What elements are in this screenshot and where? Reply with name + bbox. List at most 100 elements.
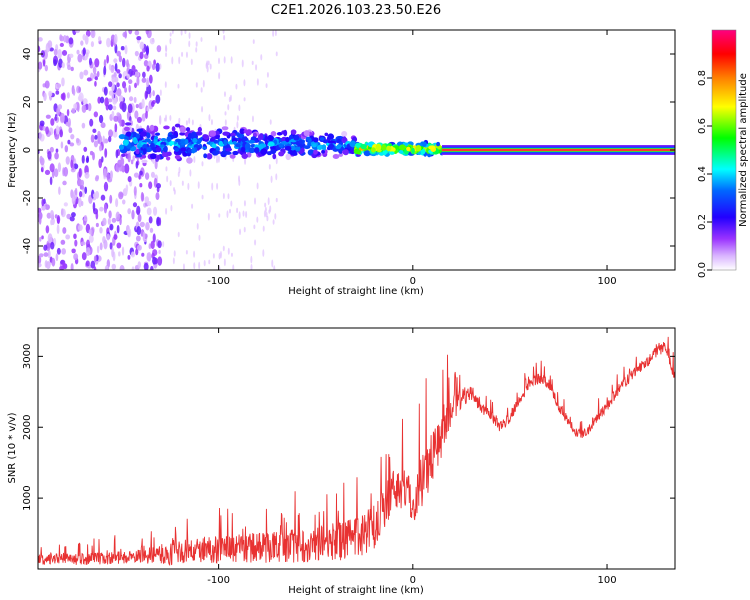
band-blob xyxy=(303,145,311,150)
band-blob xyxy=(420,148,426,155)
noise-blob xyxy=(207,60,210,66)
band-blob xyxy=(130,142,135,147)
noise-blob xyxy=(113,58,118,64)
noise-blob xyxy=(158,115,162,125)
noise-blob xyxy=(127,152,131,163)
band-blob xyxy=(272,153,277,160)
band-blob xyxy=(349,140,357,148)
noise-blob xyxy=(115,198,119,208)
band-blob xyxy=(215,134,220,140)
noise-blob xyxy=(135,248,139,256)
noise-blob xyxy=(70,159,74,169)
noise-blob xyxy=(251,60,254,66)
band-blob xyxy=(267,141,275,147)
noise-blob xyxy=(142,71,146,78)
noise-blob xyxy=(243,79,246,87)
band-blob xyxy=(316,144,323,150)
noise-blob xyxy=(202,79,205,88)
band-blob xyxy=(270,131,277,137)
noise-blob xyxy=(153,257,158,265)
noise-blob xyxy=(188,32,191,39)
band-blob xyxy=(370,147,376,153)
noise-blob xyxy=(119,265,125,270)
noise-blob xyxy=(236,115,239,122)
band-blob xyxy=(269,135,274,141)
noise-blob xyxy=(57,49,62,59)
y-tick-label: 40 xyxy=(22,48,33,61)
noise-blob xyxy=(243,226,246,233)
noise-blob xyxy=(262,225,265,232)
noise-blob xyxy=(222,192,225,200)
noise-blob xyxy=(79,71,84,80)
band-blob xyxy=(174,123,181,128)
colorbar-gradient xyxy=(712,30,736,270)
noise-blob xyxy=(146,200,152,207)
band-blob xyxy=(135,148,140,155)
y-tick-label: 3000 xyxy=(22,344,33,369)
band-blob xyxy=(185,127,191,132)
noise-blob xyxy=(256,182,259,190)
noise-blob xyxy=(193,250,196,258)
band-blob xyxy=(195,131,203,136)
noise-blob xyxy=(272,219,275,225)
noise-blob xyxy=(132,155,135,162)
noise-blob xyxy=(149,37,155,45)
noise-blob xyxy=(135,103,139,109)
noise-blob xyxy=(59,42,64,48)
noise-blob xyxy=(73,103,78,109)
noise-blob xyxy=(269,119,272,125)
noise-blob xyxy=(196,222,199,230)
noise-blob xyxy=(78,168,82,178)
noise-blob xyxy=(90,134,95,143)
noise-blob xyxy=(39,253,44,258)
noise-blob xyxy=(188,117,191,124)
noise-blob xyxy=(157,256,163,266)
noise-blob xyxy=(166,175,169,183)
noise-blob xyxy=(131,65,136,72)
noise-blob xyxy=(238,179,241,186)
x-tick-label: -100 xyxy=(207,575,230,586)
noise-blob xyxy=(152,90,155,97)
noise-blob xyxy=(164,81,167,89)
band-blob xyxy=(174,154,181,160)
noise-blob xyxy=(262,249,265,257)
noise-blob xyxy=(141,252,145,257)
noise-blob xyxy=(87,103,92,112)
noise-blob xyxy=(78,86,82,93)
band-blob xyxy=(260,148,268,155)
noise-blob xyxy=(74,239,78,247)
band-blob xyxy=(155,146,162,153)
band-blob xyxy=(389,151,395,155)
noise-blob xyxy=(159,63,162,70)
noise-blob xyxy=(85,260,90,267)
noise-blob xyxy=(47,250,51,259)
noise-blob xyxy=(68,127,73,134)
noise-blob xyxy=(112,97,117,105)
band-blob xyxy=(421,141,427,147)
noise-blob xyxy=(103,138,109,144)
band-blob xyxy=(154,132,161,136)
noise-blob xyxy=(88,229,93,235)
band-blob xyxy=(288,134,294,141)
noise-blob xyxy=(62,180,67,186)
noise-blob xyxy=(130,251,136,258)
noise-blob xyxy=(136,244,142,251)
noise-blob xyxy=(116,69,121,74)
spectrogram-axes: -100 0 100 -40 -20 0 20 40 xyxy=(22,30,675,287)
noise-blob xyxy=(84,171,90,179)
noise-blob xyxy=(191,203,194,209)
noise-blob xyxy=(103,65,107,76)
noise-blob xyxy=(96,70,100,78)
noise-blob xyxy=(146,252,150,257)
noise-blob xyxy=(118,251,121,257)
noise-blob xyxy=(102,135,105,145)
noise-blob xyxy=(139,51,144,60)
band-blob xyxy=(436,141,440,147)
noise-blob xyxy=(185,249,188,255)
noise-blob xyxy=(250,263,253,270)
noise-blob xyxy=(44,64,48,72)
band-blob xyxy=(293,134,300,141)
noise-blob xyxy=(228,208,231,214)
noise-blob xyxy=(98,158,103,169)
noise-blob xyxy=(97,130,101,141)
